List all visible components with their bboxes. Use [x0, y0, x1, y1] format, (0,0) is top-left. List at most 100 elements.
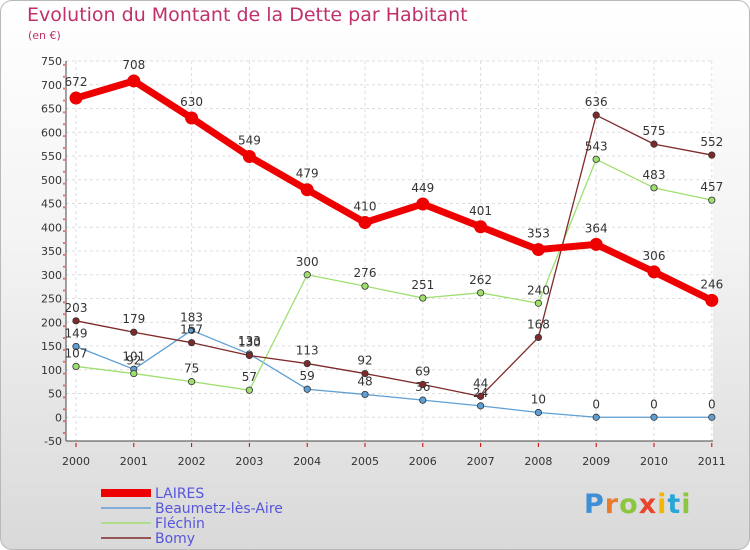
data-point — [708, 196, 716, 204]
data-label: 183 — [180, 310, 203, 324]
x-tick-label: 2001 — [120, 455, 148, 468]
data-point — [185, 111, 199, 125]
proxiti-logo: Proxiti — [584, 489, 692, 520]
data-label: 10 — [531, 393, 546, 407]
data-label: 130 — [238, 336, 261, 350]
data-label: 543 — [585, 139, 608, 153]
x-tick-label: 2003 — [235, 455, 263, 468]
x-tick-label: 2000 — [62, 455, 90, 468]
y-tick-label: 700 — [41, 79, 62, 92]
y-tick-label: -50 — [44, 435, 62, 448]
data-label: 92 — [357, 354, 372, 368]
data-point — [650, 140, 658, 148]
data-label: 0 — [708, 397, 716, 411]
x-tick-label: 2011 — [698, 455, 726, 468]
data-label: 483 — [643, 168, 666, 182]
data-point — [476, 289, 485, 297]
data-point — [705, 293, 719, 307]
x-tick-label: 2006 — [409, 455, 437, 468]
data-label: 179 — [122, 312, 145, 326]
legend-label: Bomy — [155, 531, 195, 547]
data-point — [245, 351, 253, 360]
y-tick-label: 400 — [41, 221, 62, 234]
data-point — [188, 326, 196, 334]
data-point — [592, 413, 600, 421]
data-label: 449 — [411, 181, 434, 195]
data-label: 133 — [238, 334, 261, 348]
x-tick-label: 2004 — [293, 455, 321, 468]
data-point — [72, 317, 80, 325]
y-tick-label: 450 — [41, 198, 62, 211]
x-tick-label: 2002 — [178, 455, 206, 468]
y-tick-label: 200 — [41, 316, 62, 329]
y-tick-label: 550 — [41, 150, 62, 163]
data-label: 630 — [180, 95, 203, 109]
series-line-0 — [72, 77, 716, 304]
logo-letter: t — [667, 489, 682, 520]
legend-label: LAIRES — [155, 486, 204, 502]
legend-label: Fléchin — [155, 516, 205, 532]
data-point — [708, 151, 716, 159]
data-point — [361, 369, 369, 378]
data-label: 168 — [527, 317, 550, 331]
data-label: 240 — [527, 283, 550, 297]
data-label: 0 — [650, 397, 658, 411]
data-label: 708 — [122, 58, 145, 72]
y-tick-label: 600 — [41, 126, 62, 139]
data-label: 75 — [184, 362, 199, 376]
data-point — [589, 237, 603, 251]
data-point — [650, 413, 658, 421]
data-point — [188, 339, 196, 347]
data-label: 479 — [296, 167, 319, 181]
data-point — [476, 402, 485, 410]
data-point — [303, 385, 311, 393]
data-point — [242, 149, 256, 163]
data-label: 636 — [585, 95, 608, 109]
data-point — [72, 342, 80, 351]
data-point — [127, 74, 141, 88]
data-point — [358, 216, 372, 229]
data-point — [647, 265, 661, 279]
data-point — [476, 392, 485, 400]
data-point — [419, 396, 427, 404]
data-label: 107 — [65, 346, 88, 360]
x-tick-label: 2010 — [640, 455, 668, 468]
y-tick-label: 650 — [41, 103, 62, 116]
data-label: 549 — [238, 133, 261, 147]
y-tick-label: 300 — [41, 269, 62, 282]
logo-letter: i — [657, 489, 668, 520]
data-label: 149 — [65, 326, 88, 340]
data-point — [303, 271, 311, 279]
chart-subtitle: (en €) — [28, 29, 61, 42]
series-line-3 — [75, 114, 713, 398]
data-label: 306 — [643, 249, 666, 263]
data-label: 157 — [180, 323, 203, 337]
data-label: 113 — [296, 344, 319, 358]
y-tick-label: 50 — [48, 388, 62, 401]
data-point — [416, 197, 430, 211]
data-point — [72, 362, 80, 371]
data-label: 246 — [700, 277, 723, 291]
data-point — [188, 378, 196, 386]
series-line-2 — [75, 158, 713, 391]
data-point — [130, 328, 138, 336]
data-point — [534, 408, 543, 417]
data-label: 353 — [527, 227, 550, 241]
logo-letter: x — [638, 489, 658, 520]
x-tick-label: 2009 — [582, 455, 610, 468]
data-label: 262 — [469, 273, 492, 287]
data-label: 101 — [122, 349, 145, 363]
data-point — [303, 359, 311, 368]
data-label: 92 — [126, 354, 141, 368]
x-tick-label: 2005 — [351, 455, 379, 468]
data-point — [708, 413, 716, 421]
data-label: 410 — [354, 200, 377, 214]
data-label: 672 — [65, 75, 88, 89]
data-label: 457 — [700, 180, 723, 194]
data-label: 69 — [415, 364, 430, 378]
x-tick-label: 2008 — [524, 455, 552, 468]
data-point — [361, 390, 369, 399]
data-point — [419, 294, 427, 302]
